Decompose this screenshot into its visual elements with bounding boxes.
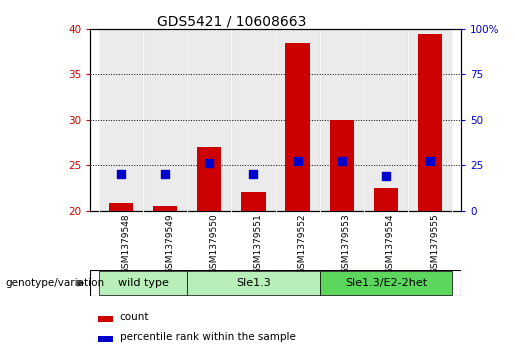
Text: Sle1.3: Sle1.3 (236, 278, 271, 288)
Bar (285, 42, 310, 211)
Text: GSM1379548: GSM1379548 (121, 213, 130, 274)
Point (117, 171, 125, 177)
Bar (364, 29, 408, 211)
Point (338, 158, 346, 163)
Text: GSM1379553: GSM1379553 (342, 213, 351, 274)
Bar (153, 206, 177, 211)
Bar (143, 29, 187, 211)
Point (161, 171, 169, 177)
Bar (109, 203, 133, 211)
Text: GSM1379555: GSM1379555 (430, 213, 439, 274)
Text: GSM1379551: GSM1379551 (253, 213, 263, 274)
Text: GSM1379554: GSM1379554 (386, 213, 395, 274)
Bar (97, 316, 113, 322)
Text: genotype/variation: genotype/variation (5, 278, 104, 288)
Bar (187, 271, 320, 295)
Bar (99, 29, 143, 211)
Bar (408, 29, 452, 211)
Text: GSM1379549: GSM1379549 (165, 213, 174, 274)
Bar (374, 188, 398, 211)
Text: GSM1379552: GSM1379552 (298, 213, 306, 274)
Bar (97, 336, 113, 342)
Bar (187, 29, 231, 211)
Bar (320, 29, 364, 211)
Bar (242, 192, 266, 211)
Bar (320, 271, 452, 295)
Bar (330, 120, 354, 211)
Bar (276, 29, 320, 211)
Point (294, 158, 302, 163)
Text: percentile rank within the sample: percentile rank within the sample (120, 332, 296, 342)
Bar (197, 147, 221, 211)
Text: GDS5421 / 10608663: GDS5421 / 10608663 (157, 15, 306, 29)
Text: GSM1379550: GSM1379550 (209, 213, 218, 274)
Bar (418, 33, 442, 211)
Point (426, 158, 434, 163)
Point (205, 160, 213, 166)
Text: Sle1.3/E2-2het: Sle1.3/E2-2het (345, 278, 427, 288)
Text: count: count (120, 312, 149, 322)
Bar (99, 271, 187, 295)
Bar (231, 29, 276, 211)
Point (249, 171, 258, 177)
Point (382, 173, 390, 179)
Text: wild type: wild type (117, 278, 168, 288)
